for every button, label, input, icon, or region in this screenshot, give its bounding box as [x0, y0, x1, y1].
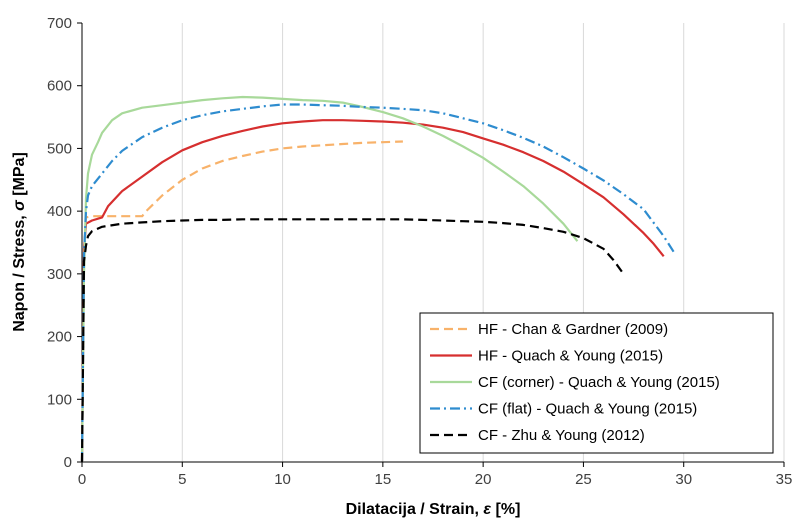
series-line-2: [80, 119, 665, 463]
y-tick-label: 300: [47, 266, 72, 283]
x-tick-label: 10: [274, 471, 291, 488]
series-line-5: [80, 218, 625, 463]
legend-label-1: HF - Chan & Gardner (2009): [478, 321, 668, 338]
series-line-1: [80, 140, 403, 463]
y-axis-title: Napon / Stress, σ [MPa]: [11, 152, 28, 332]
y-tick-label: 400: [47, 203, 72, 220]
x-tick-label: 25: [575, 471, 592, 488]
legend-label-4: CF (flat) - Quach & Young (2015): [478, 401, 697, 418]
x-tick-label: 5: [178, 471, 186, 488]
x-tick-label: 30: [675, 471, 692, 488]
x-axis-title: Dilatacija / Strain, ε [%]: [346, 501, 521, 518]
y-tick-label: 700: [47, 15, 72, 32]
legend-label-5: CF - Zhu & Young (2012): [478, 427, 645, 444]
x-tick-label: 15: [375, 471, 392, 488]
legend-label-2: HF - Quach & Young (2015): [478, 348, 663, 365]
y-tick-label: 200: [47, 329, 72, 346]
y-tick-label: 0: [64, 454, 72, 471]
x-tick-label: 20: [475, 471, 492, 488]
x-tick-label: 0: [78, 471, 86, 488]
series-lines: [80, 95, 677, 463]
series-line-3: [80, 95, 579, 463]
y-tick-label: 100: [47, 391, 72, 408]
x-tick-label: 35: [776, 471, 793, 488]
series-line-4: [80, 103, 677, 463]
legend: HF - Chan & Gardner (2009) HF - Quach & Y…: [419, 312, 774, 454]
legend-box: [419, 312, 774, 454]
x-tick-labels: 0 5 10 15 20 25 30 35: [78, 471, 793, 488]
y-tick-label: 500: [47, 140, 72, 157]
legend-label-3: CF (corner) - Quach & Young (2015): [478, 374, 720, 391]
y-tick-labels: 0 100 200 300 400 500 600 700: [47, 15, 72, 471]
y-tick-label: 600: [47, 78, 72, 95]
